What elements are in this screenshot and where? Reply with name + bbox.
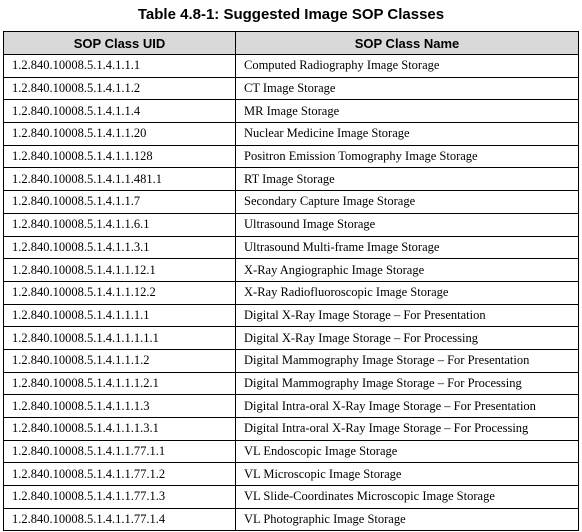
sop-class-uid-cell: 1.2.840.10008.5.1.4.1.1.1.3.1	[3, 417, 236, 441]
sop-class-name-cell: Digital X-Ray Image Storage – For Presen…	[235, 303, 579, 328]
sop-class-uid-cell: 1.2.840.10008.5.1.4.1.1.77.1.4	[3, 507, 236, 532]
table-row: 1.2.840.10008.5.1.4.1.1.4 MR Image Storag…	[3, 99, 579, 124]
sop-class-uid-cell: 1.2.840.10008.5.1.4.1.1.77.1.1	[3, 439, 236, 464]
sop-class-name-cell: MR Image Storage	[235, 99, 579, 124]
sop-class-uid-cell: 1.2.840.10008.5.1.4.1.1.12.2	[3, 280, 236, 305]
sop-class-name-cell: Digital Intra-oral X-Ray Image Storage –…	[235, 394, 579, 418]
sop-class-uid-cell: 1.2.840.10008.5.1.4.1.1.7	[3, 190, 236, 214]
sop-class-name-cell: Secondary Capture Image Storage	[235, 190, 579, 214]
table-body: 1.2.840.10008.5.1.4.1.1.1 Computed Radiog…	[3, 54, 579, 532]
table-row: 1.2.840.10008.5.1.4.1.1.2 CT Image Storag…	[3, 76, 579, 101]
table-row: 1.2.840.10008.5.1.4.1.1.6.1 Ultrasound Im…	[3, 212, 579, 237]
sop-class-uid-cell: 1.2.840.10008.5.1.4.1.1.20	[3, 122, 236, 146]
sop-class-name-cell: VL Photographic Image Storage	[235, 507, 579, 532]
sop-class-name-cell: RT Image Storage	[235, 167, 579, 192]
table-row: 1.2.840.10008.5.1.4.1.1.1.3 Digital Intra…	[3, 394, 579, 418]
sop-class-uid-cell: 1.2.840.10008.5.1.4.1.1.128	[3, 144, 236, 169]
table-row: 1.2.840.10008.5.1.4.1.1.20 Nuclear Medici…	[3, 122, 579, 146]
sop-class-name-cell: VL Microscopic Image Storage	[235, 462, 579, 487]
sop-class-name-cell: Nuclear Medicine Image Storage	[235, 122, 579, 146]
table-row: 1.2.840.10008.5.1.4.1.1.1.3.1 Digital Int…	[3, 417, 579, 441]
table-caption: Table 4.8-1: Suggested Image SOP Classes	[137, 6, 445, 23]
table-row: 1.2.840.10008.5.1.4.1.1.12.2 X-Ray Radiof…	[3, 280, 579, 305]
sop-class-name-cell: Computed Radiography Image Storage	[235, 54, 579, 78]
sop-class-uid-cell: 1.2.840.10008.5.1.4.1.1.1.1.1	[3, 326, 236, 350]
sop-class-uid-cell: 1.2.840.10008.5.1.4.1.1.481.1	[3, 167, 236, 192]
table-row: 1.2.840.10008.5.1.4.1.1.77.1.4 VL Photogr…	[3, 507, 579, 532]
table-row: 1.2.840.10008.5.1.4.1.1.77.1.1 VL Endosco…	[3, 439, 579, 464]
sop-class-uid-cell: 1.2.840.10008.5.1.4.1.1.6.1	[3, 212, 236, 237]
table-row: 1.2.840.10008.5.1.4.1.1.3.1 Ultrasound Mu…	[3, 235, 579, 260]
sop-class-name-cell: Ultrasound Multi-frame Image Storage	[235, 235, 579, 260]
sop-class-uid-cell: 1.2.840.10008.5.1.4.1.1.77.1.2	[3, 462, 236, 487]
column-header-uid: SOP Class UID	[3, 31, 236, 55]
sop-class-uid-cell: 1.2.840.10008.5.1.4.1.1.1.1	[3, 303, 236, 328]
sop-class-uid-cell: 1.2.840.10008.5.1.4.1.1.77.1.3	[3, 485, 236, 509]
sop-class-name-cell: Digital X-Ray Image Storage – For Proces…	[235, 326, 579, 350]
sop-class-name-cell: X-Ray Angiographic Image Storage	[235, 258, 579, 282]
table-row: 1.2.840.10008.5.1.4.1.1.1.2 Digital Mammo…	[3, 348, 579, 373]
table-row: 1.2.840.10008.5.1.4.1.1.77.1.2 VL Microsc…	[3, 462, 579, 487]
sop-class-uid-cell: 1.2.840.10008.5.1.4.1.1.4	[3, 99, 236, 124]
sop-class-uid-cell: 1.2.840.10008.5.1.4.1.1.12.1	[3, 258, 236, 282]
sop-class-uid-cell: 1.2.840.10008.5.1.4.1.1.1	[3, 54, 236, 78]
sop-class-uid-cell: 1.2.840.10008.5.1.4.1.1.3.1	[3, 235, 236, 260]
sop-class-name-cell: Digital Intra-oral X-Ray Image Storage –…	[235, 417, 579, 441]
table-row: 1.2.840.10008.5.1.4.1.1.128 Positron Emis…	[3, 144, 579, 169]
column-header-name: SOP Class Name	[235, 31, 579, 55]
sop-class-name-cell: CT Image Storage	[235, 76, 579, 101]
table-row: 1.2.840.10008.5.1.4.1.1.12.1 X-Ray Angiog…	[3, 258, 579, 282]
sop-class-name-cell: Digital Mammography Image Storage – For …	[235, 348, 579, 373]
sop-class-name-cell: Positron Emission Tomography Image Stora…	[235, 144, 579, 169]
table-row: 1.2.840.10008.5.1.4.1.1.1.1 Digital X-Ray…	[3, 303, 579, 328]
sop-class-name-cell: VL Slide-Coordinates Microscopic Image S…	[235, 485, 579, 509]
sop-class-uid-cell: 1.2.840.10008.5.1.4.1.1.2	[3, 76, 236, 101]
table-row: 1.2.840.10008.5.1.4.1.1.7 Secondary Captu…	[3, 190, 579, 214]
sop-class-name-cell: VL Endoscopic Image Storage	[235, 439, 579, 464]
sop-class-uid-cell: 1.2.840.10008.5.1.4.1.1.1.3	[3, 394, 236, 418]
table-row: 1.2.840.10008.5.1.4.1.1.1.2.1 Digital Mam…	[3, 371, 579, 396]
sop-class-name-cell: Digital Mammography Image Storage – For …	[235, 371, 579, 396]
table-row: 1.2.840.10008.5.1.4.1.1.77.1.3 VL Slide-C…	[3, 485, 579, 509]
table-row: 1.2.840.10008.5.1.4.1.1.1 Computed Radiog…	[3, 54, 579, 78]
table-row: 1.2.840.10008.5.1.4.1.1.481.1 RT Image St…	[3, 167, 579, 192]
sop-class-table: SOP Class UID SOP Class Name 1.2.840.100…	[3, 31, 579, 532]
sop-class-name-cell: Ultrasound Image Storage	[235, 212, 579, 237]
sop-class-name-cell: X-Ray Radiofluoroscopic Image Storage	[235, 280, 579, 305]
table-row: 1.2.840.10008.5.1.4.1.1.1.1.1 Digital X-R…	[3, 326, 579, 350]
sop-class-uid-cell: 1.2.840.10008.5.1.4.1.1.1.2.1	[3, 371, 236, 396]
sop-class-uid-cell: 1.2.840.10008.5.1.4.1.1.1.2	[3, 348, 236, 373]
table-header-row: SOP Class UID SOP Class Name	[3, 31, 579, 55]
